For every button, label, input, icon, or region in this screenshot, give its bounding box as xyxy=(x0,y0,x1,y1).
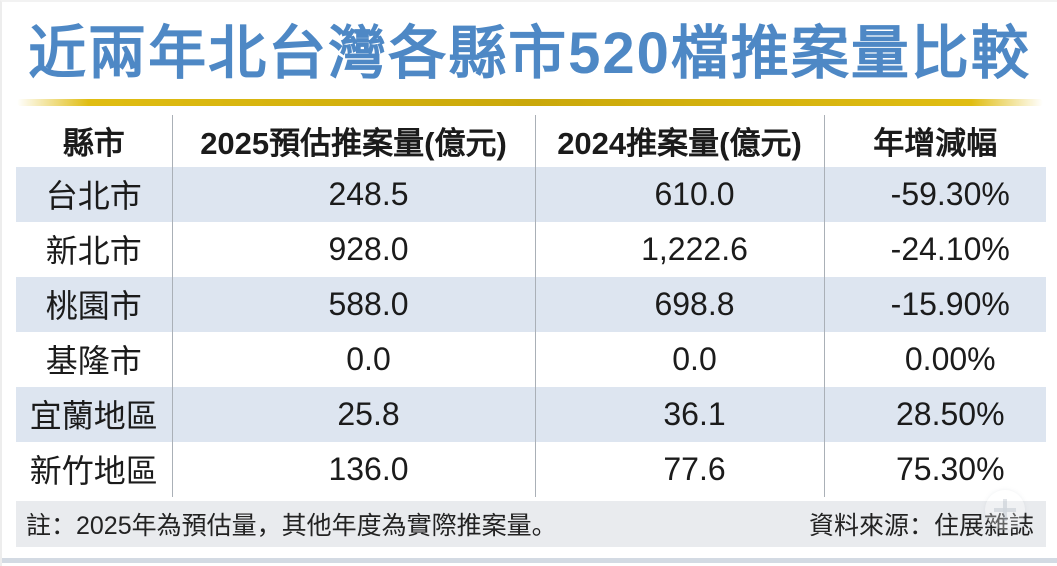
page-title: 近兩年北台灣各縣市520檔推案量比較 xyxy=(28,21,1031,86)
cell-2024: 36.1 xyxy=(535,386,825,442)
footer-source: 資料來源：住展雜誌 xyxy=(808,511,1034,540)
cell-city: 基隆市 xyxy=(16,331,173,387)
cell-city: 台北市 xyxy=(16,166,173,222)
cell-2024: 0.0 xyxy=(535,331,825,387)
cell-2025: 928.0 xyxy=(172,221,536,277)
cell-2025: 248.5 xyxy=(172,166,536,222)
cell-yoy: 28.50% xyxy=(824,386,1046,442)
table-row: 桃園市 588.0 698.8 -15.90% xyxy=(16,276,1046,332)
cell-2024: 1,222.6 xyxy=(535,221,825,277)
footer-bar: 註：2025年為預估量，其他年度為實際推案量。 資料來源：住展雜誌 xyxy=(16,500,1046,547)
cell-yoy: 0.00% xyxy=(904,340,996,377)
bottom-edge-strip xyxy=(2,558,1057,563)
cell-2025: 25.8 xyxy=(172,386,536,442)
cell-city: 新竹地區 xyxy=(16,441,173,497)
table-row: 基隆市 0.0 0.0 0.00% xyxy=(16,331,1046,387)
cell-yoy: 75.30% xyxy=(895,450,1005,487)
table-row: 新北市 928.0 1,222.6 -24.10% xyxy=(16,221,1046,277)
data-table: 縣市 2025預估推案量(億元) 2024推案量(億元) 年增減幅 台北市 24… xyxy=(16,114,1046,497)
cell-2025: 136.0 xyxy=(172,441,536,497)
cell-city: 宜蘭地區 xyxy=(16,386,173,442)
cell-2025: 0.0 xyxy=(172,331,536,387)
header-cell-2025: 2025預估推案量(億元) xyxy=(172,114,536,167)
footer-note: 註：2025年為預估量，其他年度為實際推案量。 xyxy=(26,511,557,540)
title-underline xyxy=(17,98,1043,106)
header-row: 縣市 2025預估推案量(億元) 2024推案量(億元) 年增減幅 xyxy=(16,114,1046,167)
cell-yoy: -59.30% xyxy=(824,166,1046,222)
header-cell-2024: 2024推案量(億元) xyxy=(535,114,825,167)
cell-2025: 588.0 xyxy=(172,276,536,332)
cell-yoy: -15.90% xyxy=(824,276,1046,332)
cell-city: 新北市 xyxy=(16,221,173,277)
table-row: 台北市 248.5 610.0 -59.30% xyxy=(16,166,1046,222)
zoom-plus-watermark-icon xyxy=(985,490,1025,530)
header-cell-city: 縣市 xyxy=(16,114,173,167)
header-cell-yoy: 年增減幅 xyxy=(824,114,1046,167)
table-row: 新竹地區 136.0 77.6 75.30% xyxy=(16,441,1046,497)
table-row: 宜蘭地區 25.8 36.1 28.50% xyxy=(16,386,1046,442)
cell-2024: 77.6 xyxy=(535,441,825,497)
cell-2024: 698.8 xyxy=(535,276,825,332)
cell-city: 桃園市 xyxy=(16,276,173,332)
cell-2024: 610.0 xyxy=(535,166,825,222)
cell-yoy: -24.10% xyxy=(890,230,1010,267)
